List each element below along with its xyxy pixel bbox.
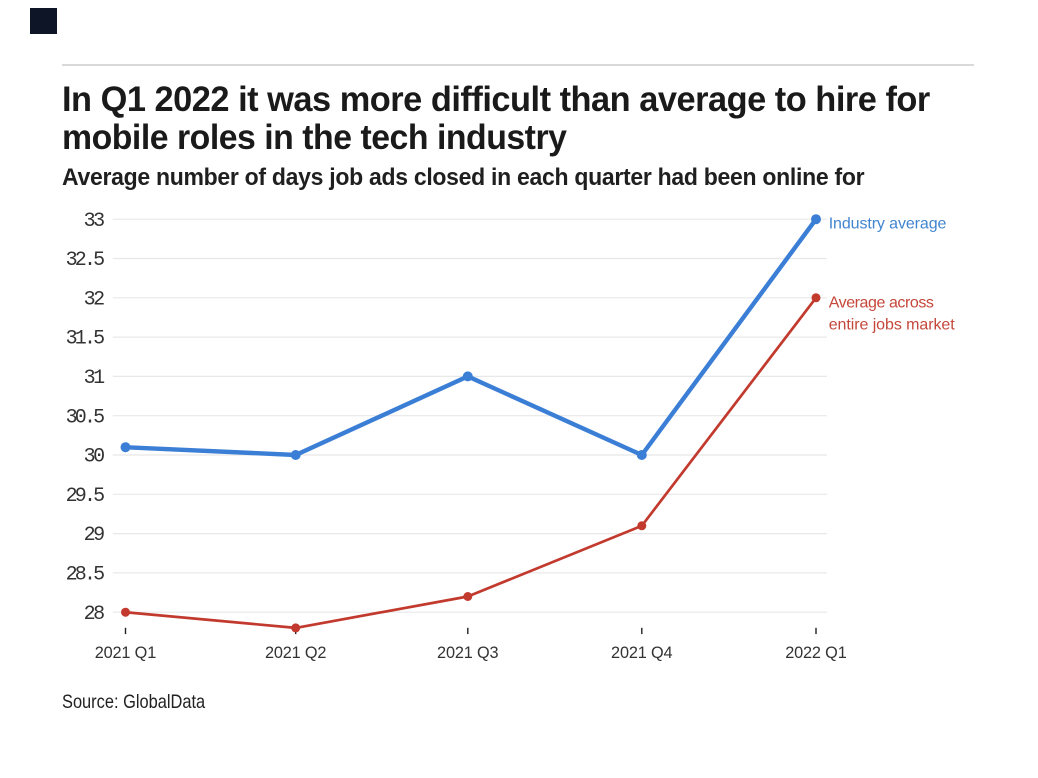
- svg-text:2021 Q4: 2021 Q4: [611, 644, 673, 662]
- svg-text:28.5: 28.5: [66, 563, 106, 586]
- svg-text:30: 30: [84, 446, 106, 469]
- svg-text:2021 Q2: 2021 Q2: [265, 644, 327, 662]
- svg-text:2021 Q3: 2021 Q3: [437, 644, 499, 662]
- svg-text:entire jobs market: entire jobs market: [829, 317, 956, 334]
- svg-text:2022 Q1: 2022 Q1: [785, 644, 847, 662]
- svg-text:Average across: Average across: [829, 295, 934, 312]
- svg-text:30.5: 30.5: [66, 406, 106, 429]
- svg-text:32.5: 32.5: [66, 249, 106, 272]
- svg-text:29: 29: [84, 524, 106, 547]
- svg-text:28: 28: [84, 603, 106, 626]
- svg-text:31.5: 31.5: [66, 328, 106, 351]
- svg-text:31: 31: [84, 367, 106, 390]
- svg-text:33: 33: [84, 210, 106, 233]
- svg-text:29.5: 29.5: [66, 485, 106, 508]
- svg-text:2021 Q1: 2021 Q1: [95, 644, 157, 662]
- svg-text:32: 32: [84, 288, 106, 311]
- svg-text:Industry average: Industry average: [829, 216, 947, 233]
